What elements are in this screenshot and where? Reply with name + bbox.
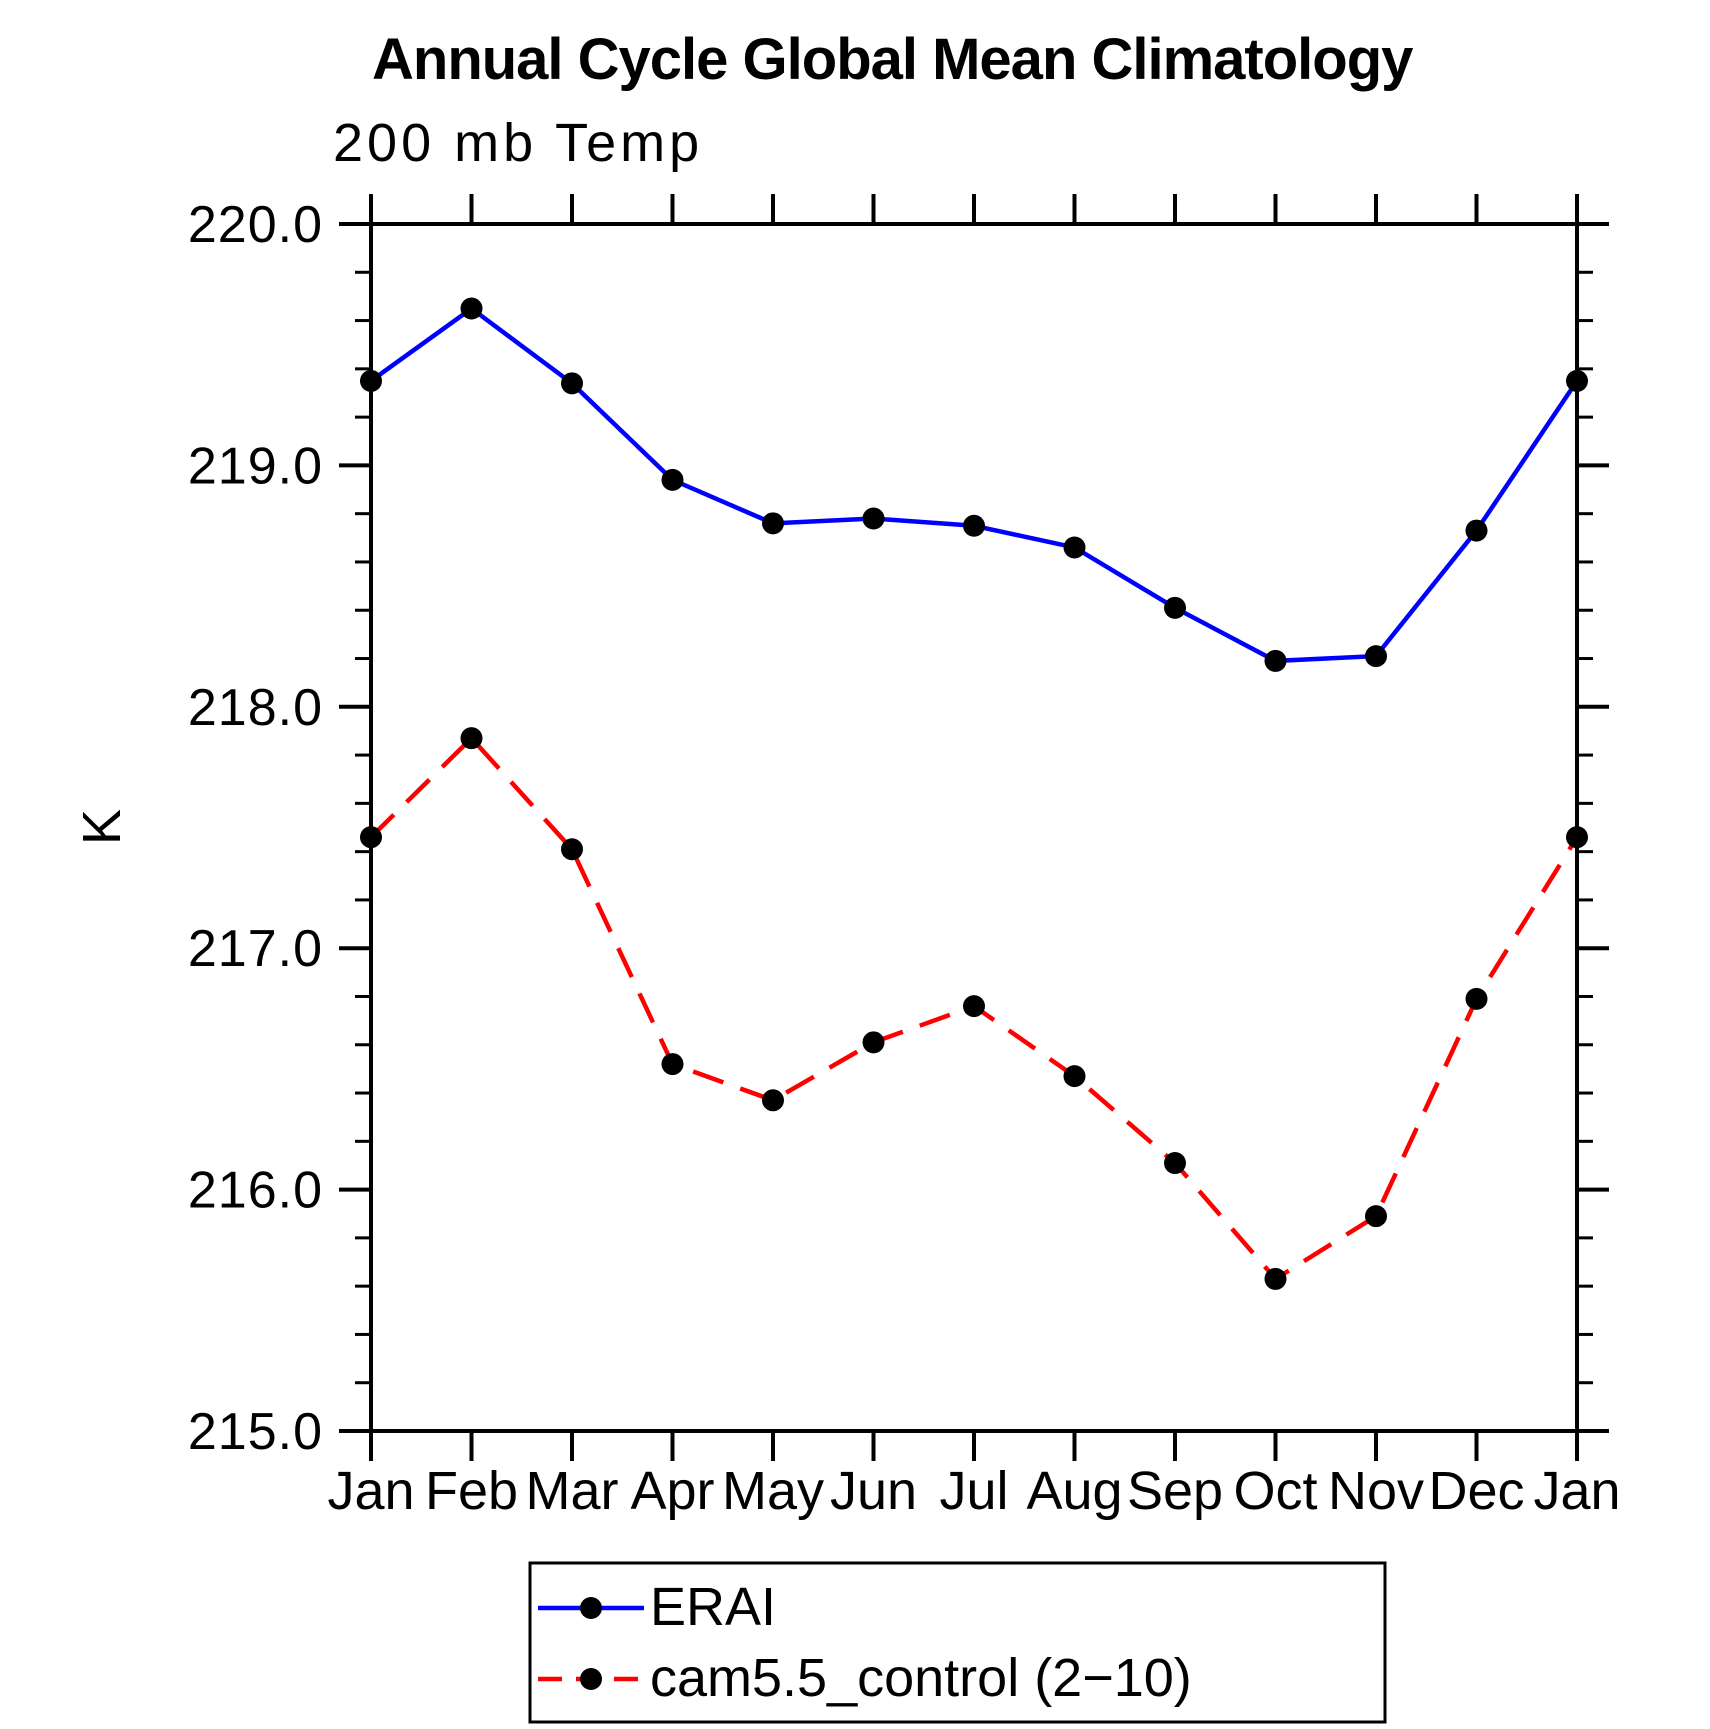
data-point-marker bbox=[661, 468, 684, 491]
data-point-marker bbox=[963, 514, 985, 537]
data-point-marker bbox=[1164, 1152, 1186, 1175]
data-point-marker bbox=[862, 507, 885, 530]
x-axis-tick-label: Jan bbox=[327, 1461, 414, 1521]
data-point-marker bbox=[1566, 826, 1588, 849]
y-axis-title: K bbox=[72, 809, 132, 845]
data-point-marker bbox=[460, 727, 483, 750]
x-axis-tick-label: Aug bbox=[1026, 1461, 1122, 1521]
data-point-marker bbox=[762, 1089, 784, 1112]
data-point-marker bbox=[1365, 645, 1387, 668]
legend-label: ERAI bbox=[650, 1577, 776, 1637]
y-axis-tick-label: 217.0 bbox=[188, 920, 323, 978]
legend-marker bbox=[580, 1597, 602, 1619]
data-point-marker bbox=[1465, 987, 1488, 1010]
data-point-marker bbox=[1264, 649, 1287, 672]
chart-subtitle: 200 mb Temp bbox=[333, 113, 704, 173]
x-axis-tick-label: Mar bbox=[526, 1461, 619, 1521]
data-point-marker bbox=[1566, 369, 1588, 392]
data-point-marker bbox=[963, 995, 985, 1018]
data-point-marker bbox=[460, 297, 483, 320]
y-axis-tick-label: 215.0 bbox=[188, 1403, 323, 1461]
chart-title: Annual Cycle Global Mean Climatology bbox=[372, 27, 1413, 92]
data-point-marker bbox=[1264, 1267, 1287, 1290]
data-point-marker bbox=[1164, 596, 1186, 619]
data-point-marker bbox=[360, 826, 382, 849]
x-axis-tick-label: Jul bbox=[939, 1461, 1008, 1521]
y-axis-tick-label: 220.0 bbox=[188, 196, 323, 254]
x-axis-tick-label: Nov bbox=[1328, 1461, 1424, 1521]
x-axis-tick-label: May bbox=[722, 1461, 824, 1521]
data-point-marker bbox=[561, 372, 583, 395]
data-point-marker bbox=[762, 512, 784, 535]
x-axis-tick-label: Sep bbox=[1127, 1461, 1223, 1521]
x-axis-tick-label: Feb bbox=[425, 1461, 518, 1521]
y-axis-tick-label: 218.0 bbox=[188, 679, 323, 737]
x-axis-tick-label: Dec bbox=[1428, 1461, 1524, 1521]
series-line-0 bbox=[369, 305, 1579, 664]
data-point-marker bbox=[1465, 519, 1488, 542]
legend-box bbox=[528, 1561, 1387, 1724]
x-axis-tick-label: Jan bbox=[1533, 1461, 1620, 1521]
x-axis-tick-label: Jun bbox=[830, 1461, 917, 1521]
data-point-marker bbox=[661, 1053, 684, 1076]
data-point-marker bbox=[360, 369, 382, 392]
data-point-marker bbox=[1063, 1065, 1086, 1088]
data-point-marker bbox=[862, 1031, 885, 1054]
y-axis-tick-label: 219.0 bbox=[188, 437, 323, 495]
legend-label: cam5.5_control (2−10) bbox=[650, 1648, 1192, 1708]
data-point-marker bbox=[1365, 1205, 1387, 1228]
data-point-marker bbox=[1063, 536, 1086, 559]
data-point-marker bbox=[561, 838, 583, 861]
y-axis-tick-label: 216.0 bbox=[188, 1162, 323, 1220]
x-axis-tick-label: Apr bbox=[630, 1461, 714, 1521]
x-axis-tick-label: Oct bbox=[1233, 1461, 1317, 1521]
legend-marker bbox=[580, 1668, 602, 1690]
